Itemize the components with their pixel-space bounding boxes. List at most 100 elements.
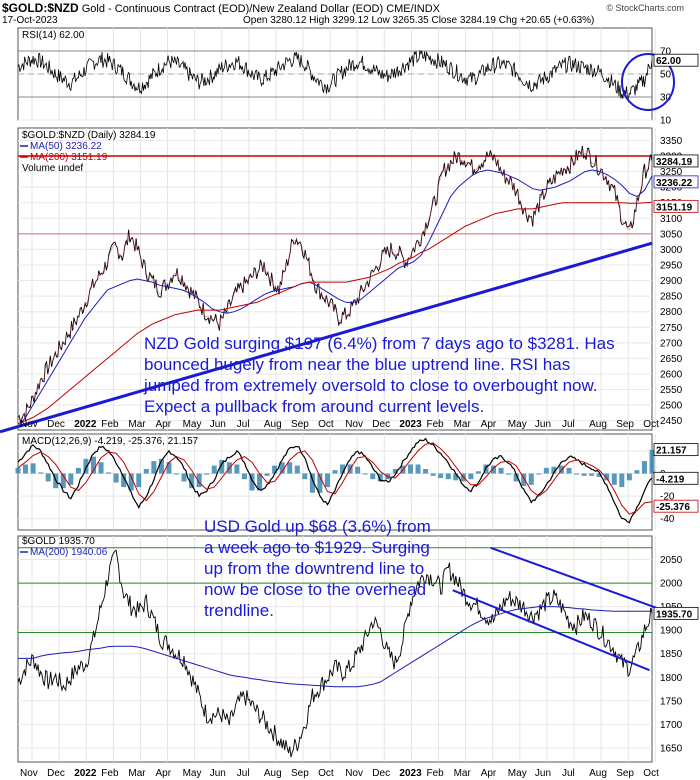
macd-histogram-bar (392, 469, 398, 474)
macd-histogram-bar (641, 461, 647, 474)
usd-tick-label: 1850 (660, 649, 683, 660)
month-label: Feb (427, 419, 445, 430)
rsi-last-value: 62.00 (656, 56, 681, 67)
macd-histogram-bar (121, 473, 127, 488)
month-label: Aug (264, 768, 282, 779)
macd-legend: MACD(12,26,9) -4.219, -25.376, 21.157 (22, 436, 199, 447)
nzd-tick-label: 2850 (660, 292, 683, 303)
macd-histogram-bar (272, 465, 278, 474)
nzd-tick-label: 2500 (660, 401, 683, 412)
month-label: Sep (616, 419, 634, 430)
macd-histogram-bar (83, 458, 89, 474)
nzd-annotation-line: jumped from extremely oversold to close … (143, 376, 598, 395)
macd-histogram-bar (324, 473, 330, 488)
macd-histogram-bar (45, 473, 51, 482)
month-label: Mar (128, 419, 146, 430)
month-label: May (183, 768, 202, 779)
usd-last-price: 1935.70 (656, 609, 693, 620)
macd-tick-label: -40 (660, 514, 675, 525)
month-label: Aug (264, 419, 282, 430)
nzd-annotation-line: bounced hugely from near the blue uptren… (144, 355, 570, 374)
macd-histogram-bar (241, 473, 247, 480)
macd-histogram-bar (143, 469, 149, 474)
macd-line (17, 437, 653, 524)
month-label: Jul (562, 419, 575, 430)
macd-histogram-bar (317, 473, 323, 493)
month-label: Jun (210, 768, 226, 779)
usd-legend-price: $GOLD 1935.70 (22, 536, 95, 547)
macd-histogram-bar (491, 465, 496, 474)
rsi-highlight-circle (621, 53, 675, 111)
macd-histogram-bar (377, 473, 383, 482)
macd-histogram-bar (521, 473, 527, 486)
usd-tick-label: 1750 (660, 696, 683, 707)
month-label: 2023 (399, 768, 422, 779)
nzd-price-down-bars (17, 148, 653, 421)
month-label: Jun (535, 768, 551, 779)
month-label: Mar (454, 768, 472, 779)
macd-histogram-bar (445, 473, 451, 480)
exchange: CME/INDX (386, 3, 440, 15)
uptrend-line (0, 241, 653, 434)
macd-histogram-bar (634, 470, 640, 474)
macd-histogram-bar (581, 473, 587, 476)
month-label: Apr (481, 419, 497, 430)
macd-histogram-bar (174, 473, 179, 475)
macd-histogram-bar (60, 473, 66, 489)
macd-histogram-bar (415, 464, 421, 474)
downtrend-upper-line (490, 546, 660, 610)
month-label: Nov (345, 419, 363, 430)
macd-histogram-bar (136, 473, 142, 488)
month-label: Apr (481, 768, 497, 779)
macd-histogram-bar (498, 467, 504, 474)
macd-histogram-bar (287, 462, 293, 474)
macd-histogram-bar (543, 467, 549, 474)
macd-histogram-bar (611, 473, 617, 485)
macd-histogram-bar (309, 473, 315, 493)
nzd-ma200-line (17, 201, 653, 425)
macd-histogram-bar (249, 473, 255, 491)
rsi-last-value-box (653, 53, 699, 67)
macd-tick-label: -20 (660, 492, 675, 503)
nzd-annotation-line: Expect a pullback from around current le… (144, 397, 484, 416)
macd-histogram-bar (113, 473, 119, 483)
usd-tick-label: 1900 (660, 626, 683, 637)
macd-histogram-bar (151, 461, 157, 474)
macd-histogram-bar (453, 473, 459, 481)
macd-histogram-bar (551, 466, 557, 474)
macd-histogram-bar (38, 472, 44, 474)
month-label: Sep (291, 768, 309, 779)
nzd-legend-ma50: MA(50) 3236.22 (30, 141, 102, 152)
month-label: 2022 (74, 768, 97, 779)
macd-histogram-bar (407, 464, 413, 474)
macd-histogram-bar (211, 465, 217, 474)
macd-last-hist: 21.157 (656, 446, 687, 457)
macd-last-macd-box (653, 471, 699, 485)
macd-histogram-bar (166, 462, 172, 474)
month-label: Jun (535, 419, 551, 430)
macd-histogram-bar (332, 470, 338, 474)
macd-histogram-bar (589, 473, 595, 476)
nzd-tick-label: 3250 (660, 167, 683, 178)
rsi-legend: RSI(14) 62.00 (22, 30, 85, 41)
month-label: Jul (237, 768, 250, 779)
usd-gold-panel (17, 535, 653, 763)
nzd-last-ma200: 3151.19 (656, 202, 693, 213)
macd-histogram-bar (75, 467, 81, 474)
macd-histogram-bar (619, 473, 625, 488)
month-label: Dec (372, 768, 390, 779)
macd-histogram-bar (596, 473, 602, 477)
ohlc-readout: Open 3280.12 High 3299.12 Low 3265.35 Cl… (243, 15, 595, 26)
chart-header: $GOLD:$NZD Gold - Continuous Contract (E… (2, 1, 440, 15)
nzd-tick-label: 3350 (660, 136, 683, 147)
month-label: Oct (643, 768, 659, 779)
month-label: Oct (318, 768, 334, 779)
macd-histogram-bar (68, 473, 74, 485)
macd-histogram-bar (264, 473, 270, 476)
month-label: Oct (318, 419, 334, 430)
usd-annotation-line: now be close to the overhead (204, 580, 426, 599)
usd-tick-label: 1700 (660, 720, 683, 731)
macd-histogram-bar (279, 462, 285, 474)
nzd-legend-price: $GOLD:$NZD (Daily) 3284.19 (22, 130, 156, 141)
nzd-last-price: 3284.19 (656, 157, 693, 168)
